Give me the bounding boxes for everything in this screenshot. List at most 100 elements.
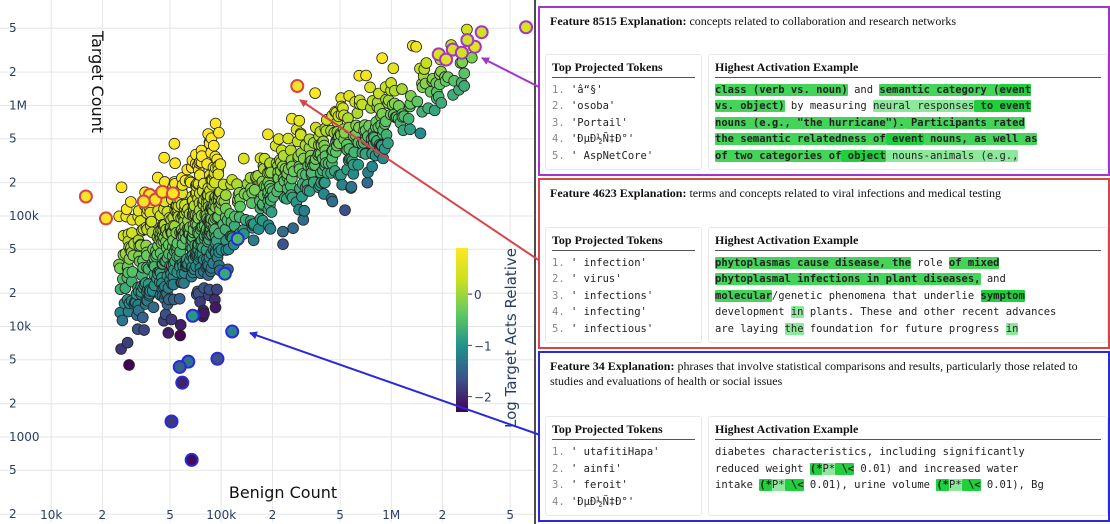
- example-token: and: [847, 83, 880, 96]
- scatter-point: [277, 238, 289, 250]
- y-tick-label: 5: [9, 463, 17, 477]
- scatter-point: [209, 301, 222, 314]
- token-item: 3. ' infections': [552, 288, 695, 305]
- example-line: the semantic relatedness of event nouns,…: [715, 131, 1101, 148]
- highlighted-point-blue: [184, 452, 199, 467]
- example-line: vs. object) by measuring neural response…: [715, 98, 1101, 115]
- highlighted-token: of two categories of: [715, 149, 842, 162]
- token-rank: 5.: [552, 149, 565, 162]
- example-line: phytoplasmas cause disease, the role of …: [715, 255, 1101, 272]
- scatter-point: [414, 127, 427, 140]
- colorbar: [456, 248, 468, 412]
- y-tick-label: 5: [9, 353, 17, 367]
- y-tick-label: 2: [9, 176, 17, 190]
- highlighted-token: semantic category (: [879, 83, 1000, 96]
- scatter-point: [173, 292, 186, 305]
- scatter-point: [168, 137, 181, 150]
- token-rank: 4.: [552, 495, 565, 508]
- token-rank: 3.: [552, 116, 565, 129]
- scatter-point: [208, 139, 220, 152]
- highlighted-token: (*: [936, 479, 949, 491]
- colorbar-title: Log Target Acts Relative: [502, 248, 520, 428]
- token-rank: 2.: [552, 100, 565, 112]
- scatter-point: [169, 157, 181, 170]
- activation-example-title: Highest Activation Example: [715, 60, 1101, 78]
- highlighted-point-red: [98, 211, 113, 226]
- scatter-point: [287, 222, 299, 234]
- scatter-point: [123, 359, 135, 371]
- token-list: 1. 'â“§' 2. 'osoba' 3. 'Portail' 4. 'ÐµÐ½Ñ‡…: [552, 82, 695, 165]
- scatter-point: [126, 266, 139, 278]
- token-text: 'ÐµÐ½Ñ‡Ð°': [564, 133, 635, 145]
- scatter-plot-svg: 10k 2 5 100k 2 5 1M 2 5 2 5 1000 2 5 10k 2 5 100k 2 5 1M 2 5 0…: [0, 0, 536, 524]
- scatter-point: [277, 225, 289, 238]
- token-text: ' infecting': [564, 306, 647, 318]
- scatter-point: [293, 114, 306, 127]
- token-rank: 5.: [552, 322, 565, 335]
- y-tick-label: 1M: [9, 98, 27, 112]
- highlighted-point-blue: [210, 351, 225, 366]
- scatter-point: [212, 168, 225, 180]
- highlighted-token: neural responses: [873, 100, 975, 112]
- scatter-point: [125, 196, 137, 208]
- highlighted-point-purple: [439, 52, 454, 67]
- highlighted-point-blue: [185, 308, 200, 323]
- scatter-point: [137, 311, 149, 324]
- highlighted-token: class (verb vs. noun): [715, 83, 848, 96]
- x-tick-label: 2: [269, 508, 277, 522]
- token-text: 'ÐµÐ½Ñ‡Ð°': [564, 495, 635, 508]
- activation-example-title: Highest Activation Example: [715, 422, 1101, 440]
- example-line: molecular/genetic phenomena that underli…: [715, 288, 1101, 305]
- scatter-point: [147, 301, 160, 314]
- highlighted-token: object: [841, 149, 886, 162]
- y-axis-title: Target Count: [88, 30, 107, 133]
- example-token: /genetic phenomena that underlie: [771, 289, 981, 302]
- scatter-point: [377, 152, 389, 165]
- example-line: of two categories of object nouns-animal…: [715, 148, 1101, 165]
- highlighted-point-red: [78, 189, 93, 204]
- feature-panel-34: Feature 34 Explanation: phrases that inv…: [538, 351, 1110, 522]
- highlighted-token: of mixed: [948, 256, 1000, 269]
- scatter-point: [435, 97, 448, 109]
- scatter-point: [309, 87, 321, 99]
- scatter-point: [174, 319, 187, 331]
- scatter-point: [158, 151, 170, 164]
- token-rank: 1.: [552, 446, 565, 458]
- example-token: 0.01), urine volume: [803, 479, 937, 491]
- activation-example-text: phytoplasmas cause disease, the role of …: [715, 255, 1101, 338]
- colorbar-tick-label: 0: [474, 288, 482, 302]
- example-line: nouns (e.g., "the hurricane"). Participa…: [715, 115, 1101, 132]
- scatter-plot: 10k 2 5 100k 2 5 1M 2 5 2 5 1000 2 5 10k 2 5 100k 2 5 1M 2 5 0…: [0, 0, 545, 524]
- scatter-point: [458, 80, 470, 92]
- scatter-point: [121, 336, 134, 349]
- x-tick-label: 5: [336, 508, 344, 522]
- token-text: 'osoba': [564, 100, 616, 112]
- top-tokens-box: Top Projected Tokens 1. ' infection' 2. '…: [545, 226, 702, 343]
- scatter-point: [387, 62, 400, 75]
- scatter-point: [138, 324, 150, 336]
- highlighted-point-purple: [454, 45, 469, 60]
- example-token: diabetes characteristics, including sign…: [715, 446, 1025, 458]
- highlighted-token: event: [999, 83, 1032, 96]
- feature-title: Feature 8515 Explanation: concepts relat…: [550, 14, 957, 28]
- example-line: class (verb vs. noun) and semantic categ…: [715, 82, 1101, 99]
- highlighted-token: in: [790, 306, 804, 318]
- token-text: ' AspNetCore': [564, 149, 654, 162]
- scatter-point: [411, 95, 424, 108]
- highlighted-token: nouns (e.g., "the hurricane").: [715, 116, 905, 129]
- scatter-point: [264, 223, 277, 235]
- highlighted-token: phytoplasmas cause disease, the: [715, 256, 911, 269]
- highlighted-token: nouns-animals (e.g.,: [885, 149, 1019, 162]
- highlighted-token: the semantic relatedness of: [715, 133, 886, 145]
- scatter-point: [282, 132, 294, 145]
- y-tick-label: 2: [9, 507, 17, 521]
- top-tokens-title: Top Projected Tokens: [552, 233, 695, 251]
- token-rank: 2.: [552, 462, 565, 475]
- scatter-point: [458, 67, 471, 80]
- token-text: ' virus': [564, 273, 622, 285]
- highlighted-token: (*: [759, 479, 772, 491]
- activation-example-box: Highest Activation Example class (verb v…: [708, 53, 1108, 170]
- feature-panel-8515: Feature 8515 Explanation: concepts relat…: [538, 6, 1110, 176]
- example-token: plants. These and other recent advances: [803, 306, 1057, 318]
- token-text: ' infectious': [564, 322, 654, 335]
